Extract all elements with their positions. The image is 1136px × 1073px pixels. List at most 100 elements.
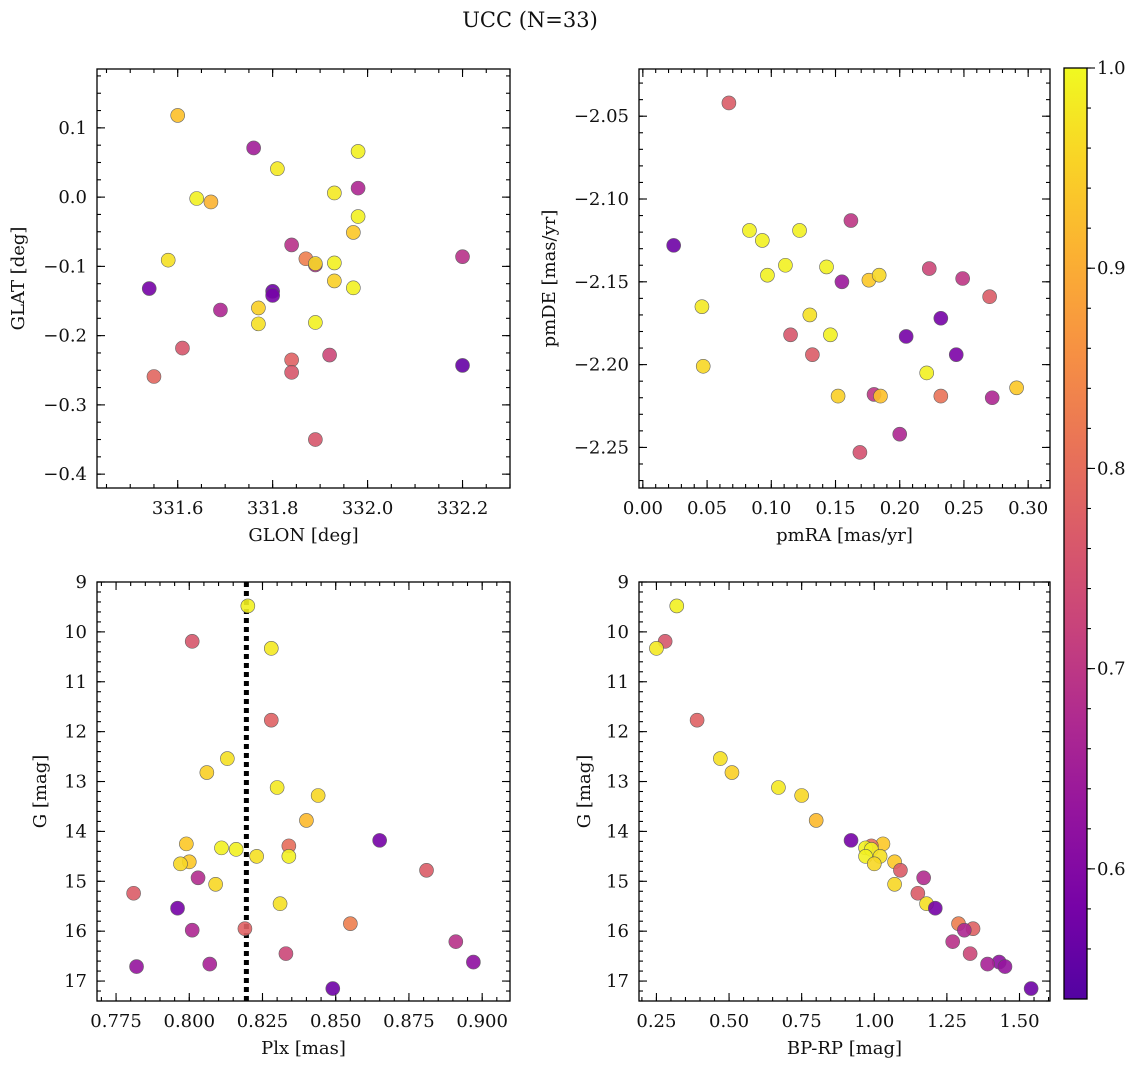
scatter-point [325,981,341,996]
x-tick-label: 0.850 [310,1011,362,1032]
plot-frame [638,68,1051,489]
x-tick-label: 0.75 [782,1011,822,1032]
x-tick-label: 1.50 [999,1011,1039,1032]
scatter-point [208,876,223,892]
scatter-point [980,956,995,972]
scatter-point [823,327,838,343]
panel-bprp-g: 0.25 0.50 0.75 1.00 1.25 1.50 9 10 11 12 13 14 15 16 1… [574,572,1051,1059]
scatter-point [916,870,931,886]
scatter-point [160,252,176,268]
x-tick-label: 0.875 [383,1011,435,1032]
y-tick-label: 9 [76,572,87,593]
figure-title: UCC (N=33) [462,8,598,32]
x-tick-label: 1.00 [854,1011,894,1032]
scatter-point [834,274,850,290]
scatter-point [308,432,323,447]
scatter-point [819,259,834,275]
scatter-point [982,289,997,305]
scatter-point [948,347,964,362]
scatter-point [299,813,314,828]
scatter-point [179,836,194,852]
x-axis-label: GLON [deg] [248,525,358,546]
x-tick-label: 0.50 [709,1011,749,1032]
scatter-point [228,842,244,857]
y-tick-label: 12 [64,722,87,743]
scatter-point [808,813,824,828]
x-axis-label: Plx [mas] [261,1038,346,1059]
y-tick-label: 10 [64,622,87,643]
x-tick-label: 0.900 [456,1011,508,1032]
y-tick-label: 17 [606,971,629,992]
y-tick-label: 15 [64,871,87,892]
scatter-point [269,780,285,795]
scatter-point [921,261,937,276]
scatter-point [955,271,970,286]
x-tick-label: 0.15 [815,498,855,519]
scatter-point [284,352,299,368]
scatter-point [251,316,266,332]
y-tick-label: −2.10 [574,189,629,210]
y-tick-label: 12 [606,722,629,743]
scatter-point [1009,380,1024,396]
scatter-point [327,185,342,201]
scatter-point [754,233,770,248]
scatter-point [129,959,144,974]
scatter-point [350,209,366,224]
scatter-point [997,959,1013,974]
plot-frame [96,68,511,489]
y-tick-label: −2.25 [574,437,629,458]
scatter-point [724,765,740,780]
scatter-point [649,641,664,656]
colorbar-tick-label: 0.7 [1097,659,1126,680]
scatter-point [919,365,935,381]
scatter-point [873,388,888,404]
scatter-point [346,280,361,296]
scatter-point [263,712,279,728]
scatter-point [742,223,757,238]
scatter-point [199,765,215,780]
y-tick-label: −2.20 [574,355,629,376]
scatter-point [327,273,342,289]
scatter-point [962,946,978,961]
scatter-point [783,327,798,343]
scatter-point [350,144,366,159]
colorbar-tick-label: 0.8 [1097,458,1126,479]
y-tick-label: −0.1 [43,256,87,277]
scatter-point [892,426,908,442]
scatter-point [190,870,206,886]
scatter-point [141,281,157,296]
scatter-point [1023,981,1039,996]
y-tick-label: 11 [606,672,629,693]
scatter-point [146,369,162,384]
scatter-point [933,388,949,404]
scatter-point [284,237,299,253]
scatter-point [893,863,908,878]
scatter-point [448,934,464,949]
x-tick-label: 332.0 [342,498,394,519]
scatter-point [189,191,204,206]
scatter-point [263,641,279,656]
scatter-point [945,934,960,949]
x-tick-label: 0.30 [1008,498,1048,519]
scatter-point [281,849,297,864]
scatter-point [322,347,337,363]
scatter-point [184,922,200,938]
scatter-point [308,256,323,271]
scatter-point [794,788,809,803]
x-tick-label: 0.775 [90,1011,142,1032]
y-axis-label: G [mag] [574,755,595,828]
scatter-point [310,788,326,803]
scatter-point [887,876,902,892]
y-tick-label: 11 [64,672,87,693]
scatter-point [843,213,859,228]
scatter-point [175,340,190,356]
scatter-point [284,365,299,380]
scatter-point [694,299,710,314]
x-tick-label: 331.6 [152,498,204,519]
scatter-point [721,95,737,111]
scatter-point [713,751,728,766]
colorbar-tick-label: 0.6 [1097,859,1126,880]
scatter-point [455,249,470,264]
scatter-point [246,140,261,156]
